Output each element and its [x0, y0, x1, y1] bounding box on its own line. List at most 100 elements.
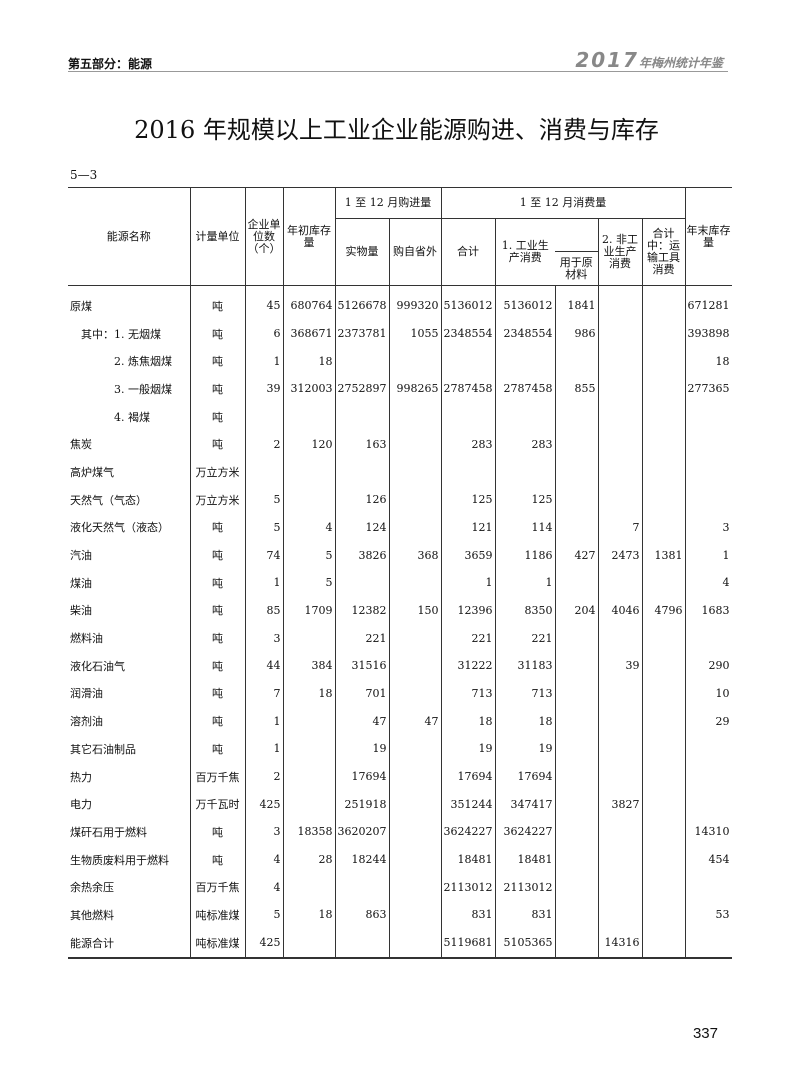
value-cell: 5136012 — [440, 285, 495, 320]
value-cell: 368671 — [282, 319, 335, 348]
value-cell — [388, 568, 441, 597]
value-cell — [554, 347, 598, 376]
energy-name: 原煤 — [70, 299, 92, 313]
value-cell — [334, 873, 389, 902]
value-cell: 17694 — [334, 762, 389, 791]
value-cell: 18244 — [334, 845, 389, 874]
value-cell: 5 — [244, 901, 283, 929]
value-cell: 47 — [334, 707, 389, 735]
value-cell — [597, 624, 642, 652]
value-cell: 1055 — [388, 319, 441, 348]
unit-cell: 吨 — [189, 845, 245, 874]
table-row: 其他燃料 吨标准煤 5 18 863 831 831 53 — [68, 901, 732, 929]
value-cell: 150 — [388, 596, 441, 625]
value-cell — [440, 458, 495, 486]
value-cell: 1 — [494, 568, 555, 597]
table-row: 天然气（气态） 万立方米 5 126 125 125 — [68, 485, 732, 514]
table-row: 润滑油 吨 7 18 701 713 713 10 — [68, 679, 732, 708]
value-cell — [597, 375, 642, 403]
value-cell: 124 — [334, 513, 389, 542]
value-cell — [684, 762, 732, 791]
value-cell — [282, 928, 335, 958]
value-cell: 680764 — [282, 285, 335, 320]
unit-cell: 吨标准煤 — [189, 901, 245, 929]
col-unit: 计量单位 — [189, 187, 246, 286]
unit-cell: 吨 — [189, 651, 245, 680]
value-cell: 283 — [494, 430, 555, 459]
value-cell — [641, 845, 685, 874]
value-cell — [641, 790, 685, 819]
value-cell: 4046 — [597, 596, 642, 625]
value-cell: 2113012 — [440, 873, 495, 902]
value-cell — [597, 735, 642, 763]
value-cell: 3826 — [334, 541, 389, 569]
table-row: 煤油吨 1 5 1 1 4 — [68, 568, 732, 597]
value-cell: 18 — [494, 707, 555, 735]
value-cell: 425 — [244, 928, 283, 958]
col-opening-stock: 年初库存量 — [282, 187, 336, 286]
value-cell: 18 — [684, 347, 732, 376]
value-cell — [282, 458, 335, 486]
header-rule — [68, 71, 728, 72]
value-cell — [282, 873, 335, 902]
value-cell — [554, 818, 598, 846]
value-cell — [282, 624, 335, 652]
value-cell: 19 — [494, 735, 555, 763]
value-cell — [244, 458, 283, 486]
value-cell — [282, 707, 335, 735]
value-cell: 831 — [494, 901, 555, 929]
value-cell — [388, 458, 441, 486]
value-cell — [388, 485, 441, 514]
value-cell — [388, 347, 441, 376]
value-cell — [554, 430, 598, 459]
col-raw-material: 用于原材料 — [555, 251, 598, 286]
value-cell: 1683 — [684, 596, 732, 625]
unit-cell: 吨 — [189, 285, 245, 320]
value-cell — [597, 285, 642, 320]
value-cell — [597, 818, 642, 846]
value-cell — [641, 624, 685, 652]
value-cell — [597, 485, 642, 514]
unit-cell: 吨标准煤 — [189, 928, 245, 958]
value-cell — [440, 347, 495, 376]
unit-cell: 万立方米 — [189, 485, 245, 514]
value-cell: 28 — [282, 845, 335, 874]
energy-name: 生物质废料用于燃料 — [70, 853, 169, 867]
energy-name: 3. 一般烟煤 — [70, 382, 172, 396]
value-cell: 18 — [440, 707, 495, 735]
value-cell — [641, 319, 685, 348]
energy-name: 柴油 — [70, 604, 92, 618]
value-cell: 45 — [244, 285, 283, 320]
value-cell — [388, 901, 441, 929]
value-cell — [282, 762, 335, 791]
value-cell: 3659 — [440, 541, 495, 569]
energy-name: 电力 — [70, 798, 92, 812]
value-cell — [334, 402, 389, 431]
value-cell — [641, 285, 685, 320]
value-cell — [684, 928, 732, 958]
value-cell — [244, 402, 283, 431]
value-cell — [282, 735, 335, 763]
value-cell: 351244 — [440, 790, 495, 819]
value-cell — [554, 679, 598, 708]
value-cell: 4796 — [641, 596, 685, 625]
value-cell — [388, 402, 441, 431]
energy-table: 能源名称 计量单位 企业单位数（个） 年初库存量 1 至 12 月购进量 1 至… — [68, 187, 732, 959]
value-cell: 3624227 — [494, 818, 555, 846]
energy-name: 余热余压 — [70, 881, 114, 895]
value-cell: 125 — [440, 485, 495, 514]
value-cell — [554, 762, 598, 791]
value-cell — [494, 347, 555, 376]
energy-name: 溶剂油 — [70, 715, 103, 729]
value-cell — [641, 901, 685, 929]
value-cell — [388, 818, 441, 846]
value-cell — [597, 430, 642, 459]
unit-cell: 万千瓦时 — [189, 790, 245, 819]
value-cell: 701 — [334, 679, 389, 708]
unit-cell: 吨 — [189, 347, 245, 376]
col-purchase-outside: 购自省外 — [388, 218, 442, 286]
table-row: 电力 万千瓦时 425 251918 351244 347417 3827 — [68, 790, 732, 819]
value-cell — [597, 707, 642, 735]
value-cell — [282, 485, 335, 514]
value-cell: 1 — [244, 347, 283, 376]
